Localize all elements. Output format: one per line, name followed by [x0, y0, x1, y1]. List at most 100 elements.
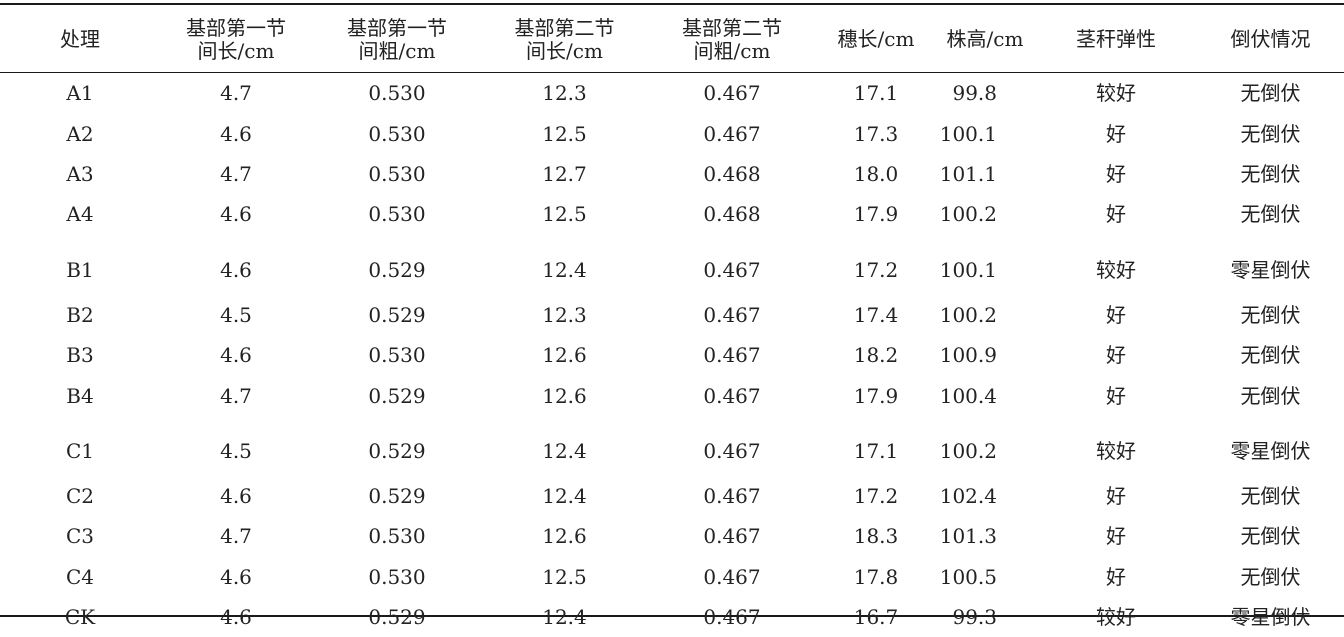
col-lodging-cell: 零星倒伏: [1230, 257, 1311, 282]
col-internode2-length-cell: 12.5: [542, 564, 587, 589]
col-panicle-length-cell: 18.0: [853, 161, 899, 186]
col-internode2-length-cell: 12.6: [542, 383, 587, 408]
col-plant-height-cell: 100.2: [939, 438, 997, 463]
table-row: B1 4.6 0.529 12.4 0.467 17.2 100.1 较好 零星倒伏: [0, 235, 1344, 295]
col-plant-height-cell: 101.3: [939, 524, 997, 549]
col-panicle-length-cell: 17.3: [853, 121, 899, 146]
col-panicle-length-cell: 17.4: [853, 302, 899, 327]
col-treatment-cell: A2: [66, 121, 94, 146]
col-panicle-length-cell: 18.2: [853, 343, 899, 368]
col-lodging-cell: 无倒伏: [1240, 524, 1301, 549]
col-internode1-diameter-cell: 0.529: [368, 302, 426, 327]
col-lodging-cell: 无倒伏: [1240, 483, 1301, 508]
col-treatment-cell: A3: [66, 161, 94, 186]
col-internode2-length-cell: 12.4: [542, 438, 587, 463]
col-internode2-diameter-cell: 0.467: [703, 524, 761, 549]
table-header: 处理 基部第一节 间长/cm 基部第一节 间粗/cm 基部第二节 间长/cm 基部第二节 间粗/…: [0, 0, 1344, 73]
header-line-1: 基部第二节: [682, 15, 782, 40]
col-internode2-diameter-cell: 0.467: [703, 605, 761, 630]
col-plant-height-cell: 100.2: [939, 302, 997, 327]
table-row: A3 4.7 0.530 12.7 0.468 18.0 101.1 好 无倒伏: [0, 154, 1344, 194]
col-lodging-cell: 无倒伏: [1240, 161, 1301, 186]
col-panicle-length-cell: 17.1: [853, 438, 899, 463]
col-treatment-cell: CK: [64, 605, 96, 630]
col-internode2-length-header: 基部第二节 间长/cm: [482, 0, 647, 73]
col-treatment-cell: B3: [66, 343, 94, 368]
table-header-rule: [0, 72, 1344, 73]
col-internode2-diameter-cell: 0.467: [703, 343, 761, 368]
table-row: CK 4.6 0.529 12.4 0.467 16.7 99.3 较好 零星倒伏: [0, 597, 1344, 637]
col-internode1-length-cell: 4.6: [220, 483, 252, 508]
col-panicle-length-cell: 17.9: [853, 202, 899, 227]
col-internode2-length-cell: 12.5: [542, 121, 587, 146]
col-panicle-length-header: 穗长/cm: [817, 0, 935, 73]
col-stem-elasticity-cell: 好: [1106, 121, 1126, 146]
col-internode1-diameter-cell: 0.529: [368, 483, 426, 508]
col-panicle-length-cell: 17.8: [853, 564, 899, 589]
header-line-1: 基部第一节: [186, 15, 286, 40]
col-internode1-diameter-header: 基部第一节 间粗/cm: [312, 0, 482, 73]
table-row: A2 4.6 0.530 12.5 0.467 17.3 100.1 好 无倒伏: [0, 113, 1344, 153]
col-internode1-diameter-cell: 0.529: [368, 605, 426, 630]
header-line-2: 间长/cm: [197, 38, 275, 63]
col-internode1-diameter-cell: 0.530: [368, 161, 426, 186]
col-internode2-length-cell: 12.4: [542, 483, 587, 508]
col-treatment-cell: C4: [65, 564, 95, 589]
col-stem-elasticity-cell: 较好: [1096, 81, 1136, 106]
col-stem-elasticity-cell: 较好: [1096, 438, 1136, 463]
col-lodging-cell: 无倒伏: [1240, 302, 1301, 327]
table-row: A4 4.6 0.530 12.5 0.468 17.9 100.2 好 无倒伏: [0, 194, 1344, 234]
header-row: 处理 基部第一节 间长/cm 基部第一节 间粗/cm 基部第二节 间长/cm 基部第二节 间粗/…: [0, 0, 1344, 73]
col-internode2-diameter-cell: 0.468: [703, 202, 761, 227]
col-internode1-length-cell: 4.6: [220, 257, 252, 282]
table-row: C2 4.6 0.529 12.4 0.467 17.2 102.4 好 无倒伏: [0, 476, 1344, 516]
col-lodging-cell: 零星倒伏: [1230, 438, 1311, 463]
table-row: C4 4.6 0.530 12.5 0.467 17.8 100.5 好 无倒伏: [0, 557, 1344, 597]
header-line-1: 株高/cm: [946, 27, 1024, 51]
col-internode2-diameter-cell: 0.467: [703, 81, 761, 106]
col-treatment-cell: B2: [66, 302, 94, 327]
header-line-1: 穗长/cm: [837, 27, 915, 51]
col-panicle-length-cell: 16.7: [853, 605, 899, 630]
col-internode1-diameter-cell: 0.530: [368, 524, 426, 549]
header-line-1: 茎秆弹性: [1076, 27, 1156, 51]
col-internode2-diameter-cell: 0.467: [703, 564, 761, 589]
col-internode1-diameter-cell: 0.530: [368, 202, 426, 227]
col-internode1-diameter-cell: 0.529: [368, 383, 426, 408]
col-internode1-length-cell: 4.7: [220, 383, 252, 408]
col-internode2-diameter-cell: 0.467: [703, 483, 761, 508]
col-stem-elasticity-header: 茎秆弹性: [1035, 0, 1197, 73]
col-stem-elasticity-cell: 好: [1106, 161, 1126, 186]
col-internode2-length-cell: 12.3: [542, 81, 587, 106]
col-panicle-length-cell: 17.2: [853, 257, 899, 282]
col-internode2-diameter-cell: 0.467: [703, 438, 761, 463]
col-internode2-diameter-cell: 0.468: [703, 161, 761, 186]
table-row: B3 4.6 0.530 12.6 0.467 18.2 100.9 好 无倒伏: [0, 335, 1344, 375]
col-internode1-length-cell: 4.6: [220, 121, 252, 146]
col-internode2-diameter-cell: 0.467: [703, 257, 761, 282]
table-row: A1 4.7 0.530 12.3 0.467 17.1 99.8 较好 无倒伏: [0, 73, 1344, 113]
header-line-2: 间粗/cm: [358, 38, 436, 63]
col-internode2-diameter-header: 基部第二节 间粗/cm: [647, 0, 817, 73]
col-internode2-diameter-cell: 0.467: [703, 383, 761, 408]
col-treatment-cell: A4: [66, 202, 94, 227]
col-plant-height-cell: 102.4: [939, 483, 997, 508]
col-treatment-cell: A1: [66, 81, 94, 106]
col-stem-elasticity-cell: 好: [1106, 302, 1126, 327]
col-lodging-cell: 无倒伏: [1240, 343, 1301, 368]
col-internode1-diameter-cell: 0.529: [368, 257, 426, 282]
col-internode1-length-cell: 4.6: [220, 605, 252, 630]
col-stem-elasticity-cell: 好: [1106, 564, 1126, 589]
header-line-1: 基部第二节: [514, 15, 615, 40]
col-lodging-cell: 无倒伏: [1240, 202, 1301, 227]
col-plant-height-cell: 100.5: [939, 564, 997, 589]
col-treatment-cell: B1: [66, 257, 94, 282]
col-internode2-diameter-cell: 0.467: [703, 121, 761, 146]
col-internode1-diameter-cell: 0.530: [368, 121, 426, 146]
table-top-rule: [0, 3, 1344, 5]
col-internode1-diameter-cell: 0.530: [368, 564, 426, 589]
table-body: A1 4.7 0.530 12.3 0.467 17.1 99.8 较好 无倒伏 A2 4.6 0.5…: [0, 73, 1344, 637]
col-internode1-diameter-cell: 0.530: [368, 81, 426, 106]
header-line-2: 间粗/cm: [693, 38, 771, 63]
col-treatment-header: 处理: [0, 0, 160, 73]
